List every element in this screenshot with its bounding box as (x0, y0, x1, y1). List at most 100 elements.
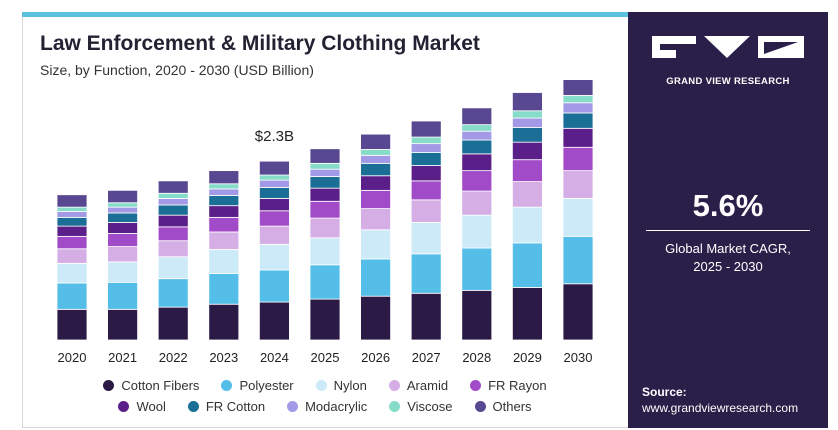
bar-segment (360, 175, 392, 191)
bar-segment (562, 170, 594, 199)
bar-segment (562, 127, 594, 148)
bar-segment (511, 242, 543, 288)
bar-segment (461, 153, 493, 172)
legend-label: Modacrylic (305, 399, 368, 414)
legend-item: Wool (118, 399, 166, 414)
x-tick-label: 2022 (159, 350, 188, 365)
bar-segment (410, 151, 442, 166)
bar-segment (511, 92, 543, 112)
cagr-label: Global Market CAGR, 2025 - 2030 (628, 240, 828, 276)
bar-segment (208, 303, 240, 341)
bar-segment (410, 120, 442, 138)
legend-swatch (388, 380, 400, 391)
bar-segment (56, 216, 88, 227)
x-tick-label: 2026 (361, 350, 390, 365)
accent-bar (22, 12, 628, 17)
bar-segment (562, 235, 594, 285)
bar-segment (157, 197, 189, 206)
legend-item: FR Rayon (470, 378, 547, 393)
bar-segment (309, 168, 341, 177)
bar-segment (461, 170, 493, 192)
bar-segment (360, 208, 392, 231)
bar-segment (107, 233, 138, 247)
bar-segment (157, 214, 189, 228)
bar-segment (258, 197, 290, 212)
legend-label: Others (492, 399, 532, 414)
legend-swatch (389, 401, 401, 412)
legend-row: Cotton Fibers Polyester Nylon Aramid FR Rayo… (22, 378, 628, 393)
chart-title: Law Enforcement & Military Clothing Mark… (40, 32, 480, 55)
bar-segment (56, 282, 88, 310)
bar-segment (461, 190, 493, 216)
bar-segment (107, 222, 138, 234)
bar-segment (258, 160, 290, 176)
bar-segment (410, 143, 442, 153)
legend-swatch (287, 401, 299, 412)
legend-label: Polyester (239, 378, 294, 393)
legend-item: Others (474, 399, 532, 414)
bar-segment (107, 308, 138, 341)
brand-name: GRAND VIEW RESEARCH (666, 76, 790, 87)
value-annotation: $2.3B (255, 128, 294, 145)
brand-logo: GRAND VIEW RESEARCH (652, 34, 804, 94)
bar-segment (511, 181, 543, 208)
x-tick-label: 2029 (513, 350, 542, 365)
legend-item: Cotton Fibers (103, 378, 199, 393)
bar-segment (511, 206, 543, 244)
source-link[interactable]: www.grandviewresearch.com (642, 401, 799, 415)
bar-segment (157, 306, 189, 341)
legend-label: Viscose (407, 399, 453, 414)
bar-segment (157, 278, 189, 308)
bar-segment (511, 141, 543, 161)
bar-segment (461, 139, 493, 155)
cagr-label-line: 2025 - 2030 (693, 259, 763, 274)
bar-segment (360, 189, 392, 209)
source-label: Source: (642, 385, 687, 399)
bar-segment (309, 187, 341, 202)
bar-segment (309, 162, 341, 170)
bar-segment (208, 231, 240, 250)
sidebar-panel: GRAND VIEW RESEARCH 5.6% Global Market C… (628, 12, 828, 428)
chart-subtitle: Size, by Function, 2020 - 2030 (USD Bill… (40, 62, 314, 78)
cagr-value: 5.6% (692, 188, 764, 223)
bar-segment (410, 180, 442, 201)
legend-item: Viscose (389, 399, 453, 414)
bar-segment (360, 258, 392, 297)
bar-segment (562, 102, 594, 114)
bar-segment (157, 256, 189, 280)
bar-segment (107, 189, 138, 204)
bar-segment (410, 292, 442, 341)
bar-segment (309, 176, 341, 189)
bar-segment (157, 192, 189, 199)
bar-segment (56, 194, 88, 208)
logo-mark-icon (652, 36, 804, 58)
x-tick-label: 2020 (58, 350, 87, 365)
bar-segment (258, 179, 290, 188)
bar-segment (511, 159, 543, 182)
bar-segment (208, 195, 240, 207)
x-tick-label: 2025 (311, 350, 340, 365)
bar-segment (461, 289, 493, 341)
bar-segment (309, 217, 341, 239)
bar-segment (208, 188, 240, 196)
bar-segment (258, 301, 290, 341)
bar-segment (157, 180, 189, 194)
legend-item: Nylon (315, 378, 367, 393)
bar-segment (511, 110, 543, 119)
legend-label: Wool (136, 399, 166, 414)
bar-segment (258, 269, 290, 303)
bar-segment (258, 243, 290, 271)
bar-segment (107, 206, 138, 214)
bar-segment (56, 308, 88, 341)
bar-segment (562, 112, 594, 129)
bar-segment (360, 154, 392, 164)
bar-segment (56, 211, 88, 218)
bar-segment (258, 187, 290, 199)
bar-segment (208, 183, 240, 190)
legend-item: Modacrylic (287, 399, 367, 414)
bar-segment (360, 229, 392, 260)
x-tick-label: 2030 (564, 350, 593, 365)
bar-segment (56, 235, 88, 250)
bar-segment (208, 170, 240, 185)
bar-segment (56, 262, 88, 284)
